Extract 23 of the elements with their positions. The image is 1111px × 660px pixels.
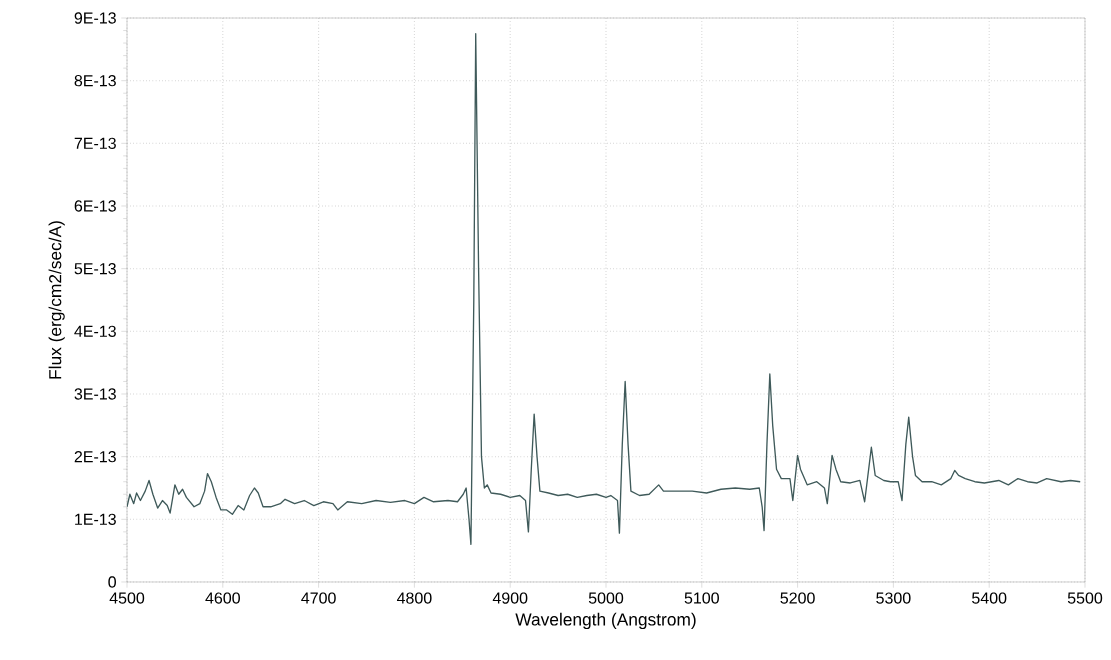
y-tick-label: 9E-13 xyxy=(74,12,116,24)
y-axis-title: Flux (erg/cm2/sec/A) xyxy=(48,221,65,379)
x-tick-label: 4800 xyxy=(396,592,432,604)
y-tick-label: 5E-13 xyxy=(74,263,116,275)
x-tick-label: 4600 xyxy=(205,592,240,604)
y-tick-label: 4E-13 xyxy=(74,325,116,337)
x-tick-label: 5400 xyxy=(972,592,1007,604)
x-tick-label: 4700 xyxy=(301,592,336,604)
y-tick-label: 7E-13 xyxy=(74,137,116,149)
y-tick-label: 8E-13 xyxy=(74,75,116,87)
x-tick-label: 4500 xyxy=(109,592,145,604)
x-tick-label: 5300 xyxy=(876,592,911,604)
y-tick-label: 6E-13 xyxy=(74,200,116,212)
x-tick-label: 5200 xyxy=(780,592,815,604)
y-tick-label: 2E-13 xyxy=(74,451,116,463)
x-tick-label: 5100 xyxy=(684,592,719,604)
x-tick-label: 5000 xyxy=(588,592,624,604)
y-tick-label: 1E-13 xyxy=(75,513,116,525)
x-axis-title: Wavelength (Angstrom) xyxy=(515,612,696,630)
y-tick-label: 0 xyxy=(108,576,116,588)
x-tick-label: 5500 xyxy=(1067,592,1103,604)
y-tick-label: 3E-13 xyxy=(74,388,116,400)
x-tick-label: 4900 xyxy=(492,592,528,604)
